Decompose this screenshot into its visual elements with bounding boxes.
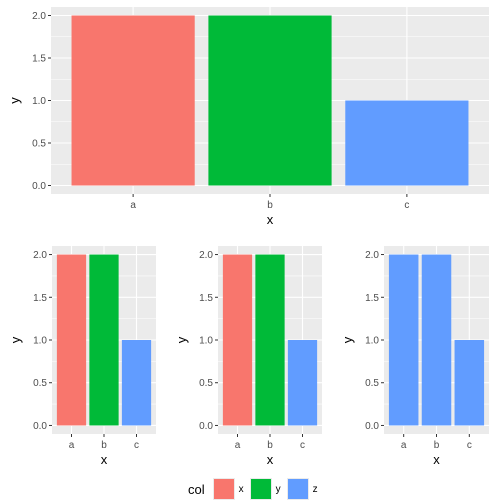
bar-a bbox=[388, 254, 419, 426]
legend-title: col bbox=[188, 481, 205, 497]
legend-item-y: y bbox=[249, 478, 284, 500]
y-tick-label: 0.5 bbox=[199, 378, 213, 389]
x-tick-label: a bbox=[69, 440, 75, 451]
y-tick-label: 1.5 bbox=[33, 293, 47, 304]
chart-panel-2: 0.0 0.5 1.0 1.5 2.0 a b c x y bbox=[8, 246, 156, 467]
x-tick-label: a bbox=[130, 200, 136, 211]
legend-item-z: z bbox=[286, 478, 321, 500]
legend-key bbox=[249, 478, 272, 500]
y-tick-label: 1.0 bbox=[33, 336, 47, 347]
bar-b bbox=[421, 254, 452, 426]
y-tick-label: 1.5 bbox=[32, 54, 46, 65]
x-tick-label: a bbox=[401, 440, 407, 451]
legend-key bbox=[212, 478, 235, 500]
legend-label-z: z bbox=[312, 483, 318, 495]
y-axis-title: y bbox=[340, 336, 355, 343]
bar-b bbox=[255, 254, 285, 426]
y-tick-label: 2.0 bbox=[33, 250, 47, 261]
y-tick-label: 1.0 bbox=[199, 336, 213, 347]
x-tick-label: b bbox=[267, 440, 273, 451]
bar-c bbox=[345, 100, 469, 186]
bar-a bbox=[71, 15, 195, 186]
chart-panel-4: 0.0 0.5 1.0 1.5 2.0 a b c x y bbox=[340, 246, 489, 467]
y-axis-title: y bbox=[7, 97, 22, 104]
legend-swatch-z bbox=[287, 479, 308, 499]
x-tick-label: b bbox=[434, 440, 440, 451]
x-axis-title: x bbox=[267, 212, 274, 227]
y-tick-label: 1.0 bbox=[365, 336, 379, 347]
x-tick-label: b bbox=[267, 200, 273, 211]
y-tick-label: 0.0 bbox=[365, 421, 379, 432]
chart-panel-3: 0.0 0.5 1.0 1.5 2.0 a b c x y bbox=[174, 246, 322, 467]
bar-a bbox=[56, 254, 87, 426]
x-axis-title: x bbox=[101, 452, 108, 467]
chart-panel-1: 0.0 0.5 1.0 1.5 2.0 a b c x y bbox=[7, 7, 489, 227]
y-tick-label: 2.0 bbox=[365, 250, 379, 261]
y-tick-label: 1.5 bbox=[199, 293, 213, 304]
legend-label-x: x bbox=[238, 483, 244, 495]
bar-c bbox=[287, 340, 318, 426]
y-tick-label: 0.0 bbox=[199, 421, 213, 432]
y-tick-label: 1.5 bbox=[365, 293, 379, 304]
y-tick-label: 0.5 bbox=[32, 139, 46, 150]
legend-swatch-y bbox=[250, 479, 271, 499]
legend: col x y z bbox=[188, 476, 324, 502]
x-tick-label: c bbox=[300, 440, 305, 451]
bar-c bbox=[454, 340, 485, 426]
y-tick-label: 0.0 bbox=[32, 181, 46, 192]
y-tick-label: 2.0 bbox=[32, 11, 46, 22]
y-tick-label: 1.0 bbox=[32, 96, 46, 107]
x-tick-label: a bbox=[235, 440, 241, 451]
y-tick-label: 2.0 bbox=[199, 250, 213, 261]
legend-item-x: x bbox=[212, 478, 247, 500]
x-axis-title: x bbox=[267, 452, 274, 467]
legend-label-y: y bbox=[275, 483, 281, 495]
legend-swatch-x bbox=[213, 479, 234, 499]
y-tick-label: 0.0 bbox=[33, 421, 47, 432]
y-axis-title: y bbox=[174, 336, 189, 343]
bar-b bbox=[89, 254, 119, 426]
y-axis-title: y bbox=[8, 336, 23, 343]
y-tick-label: 0.5 bbox=[33, 378, 47, 389]
legend-key bbox=[286, 478, 309, 500]
x-tick-label: c bbox=[467, 440, 472, 451]
x-tick-label: c bbox=[134, 440, 139, 451]
x-axis-title: x bbox=[433, 452, 440, 467]
x-tick-label: b bbox=[101, 440, 107, 451]
x-tick-label: c bbox=[404, 200, 409, 211]
bar-c bbox=[121, 340, 152, 426]
y-tick-label: 0.5 bbox=[365, 378, 379, 389]
bar-a bbox=[222, 254, 253, 426]
bar-b bbox=[208, 15, 332, 186]
